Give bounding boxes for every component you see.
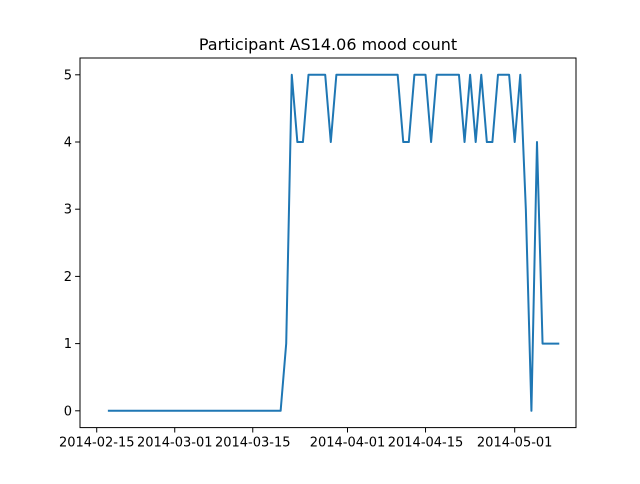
y-tick-label: 2 [64,270,72,285]
x-tick-label: 2014-04-15 [388,436,464,451]
y-tick-label: 0 [64,404,72,419]
x-tick-label: 2014-04-01 [310,436,386,451]
y-axis: 0 1 2 3 4 5 [64,68,80,419]
chart-title: Participant AS14.06 mood count [199,35,457,54]
y-tick-label: 3 [64,203,72,218]
y-tick-label: 4 [64,136,72,151]
x-axis: 2014-02-15 2014-03-01 2014-03-15 2014-04-01… [59,427,553,451]
x-tick-label: 2014-03-01 [137,436,213,451]
plot-area [107,73,560,412]
x-tick-label: 2014-05-01 [477,436,553,451]
axes-frame [79,57,577,429]
y-tick-label: 5 [64,68,72,83]
x-tick-label: 2014-02-15 [59,436,135,451]
x-tick-label: 2014-03-15 [215,436,291,451]
y-tick-label: 1 [64,337,72,352]
series-line [107,73,560,412]
